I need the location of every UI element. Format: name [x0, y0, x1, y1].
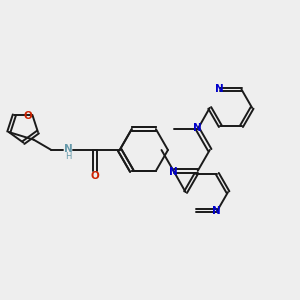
Text: N: N — [193, 123, 202, 133]
Text: N: N — [64, 143, 73, 154]
Text: N: N — [212, 206, 221, 216]
Text: N: N — [169, 167, 178, 177]
Text: N: N — [215, 84, 224, 94]
Text: O: O — [24, 111, 32, 122]
Text: O: O — [90, 171, 99, 181]
Text: H: H — [65, 152, 71, 161]
